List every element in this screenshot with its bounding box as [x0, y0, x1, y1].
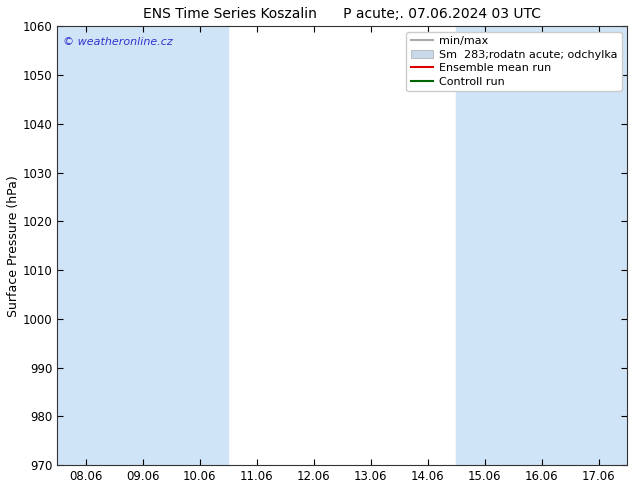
Legend: min/max, Sm  283;rodatn acute; odchylka, Ensemble mean run, Controll run: min/max, Sm 283;rodatn acute; odchylka, … — [406, 32, 621, 91]
Bar — [570, 26, 627, 465]
Bar — [171, 26, 228, 465]
Title: ENS Time Series Koszalin      P acute;. 07.06.2024 03 UTC: ENS Time Series Koszalin P acute;. 07.06… — [143, 7, 541, 21]
Bar — [456, 26, 513, 465]
Y-axis label: Surface Pressure (hPa): Surface Pressure (hPa) — [7, 175, 20, 317]
Bar — [114, 26, 171, 465]
Bar — [513, 26, 570, 465]
Text: © weatheronline.cz: © weatheronline.cz — [63, 37, 173, 47]
Bar — [57, 26, 114, 465]
